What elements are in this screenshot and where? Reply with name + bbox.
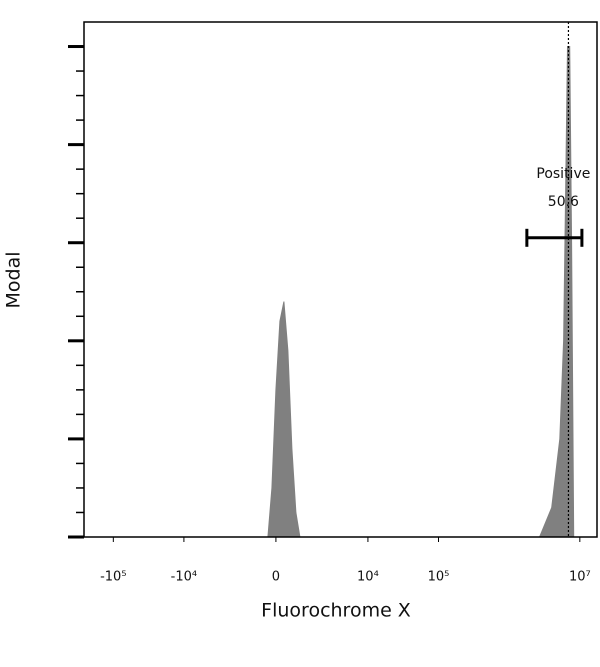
x-tick-label: -10⁵: [100, 570, 126, 585]
y-axis-title: Modal: [3, 252, 25, 309]
x-axis-title: Fluorochrome X: [261, 600, 411, 622]
gate-value: 50.6: [548, 194, 579, 210]
plot-frame: [83, 21, 598, 538]
x-tick-label: 10⁷: [569, 570, 591, 585]
x-tick-label: 0: [272, 570, 280, 585]
histogram-area: [267, 46, 575, 538]
x-tick-label: 10⁵: [428, 570, 450, 585]
gate-name: Positive: [536, 166, 590, 182]
x-tick-label: 10⁴: [357, 570, 379, 585]
x-tick-label: -10⁴: [171, 570, 197, 585]
